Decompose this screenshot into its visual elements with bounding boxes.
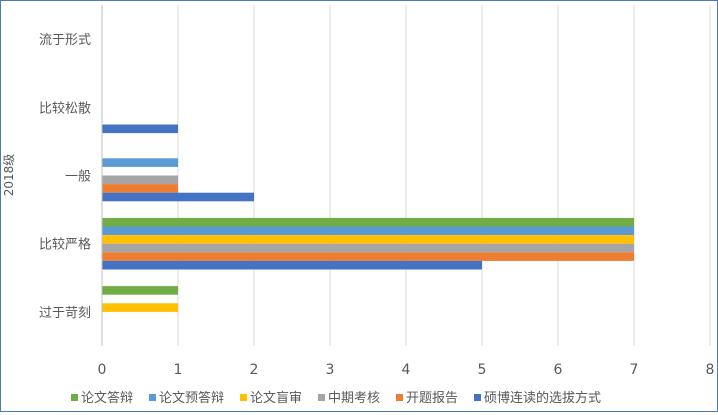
legend-swatch <box>149 394 156 401</box>
category-label: 流于形式 <box>39 33 91 48</box>
legend-swatch <box>474 394 481 401</box>
legend-swatch <box>240 394 247 401</box>
bar <box>102 184 178 193</box>
x-tick-label: 1 <box>174 362 183 378</box>
bar <box>102 286 178 295</box>
category-label: 过于苛刻 <box>39 306 91 321</box>
bar <box>102 243 634 253</box>
category-label: 比较松散 <box>39 101 91 116</box>
bar <box>102 226 634 236</box>
bar <box>102 124 178 134</box>
bar <box>102 303 178 312</box>
x-tick-label: 5 <box>478 362 487 378</box>
legend-label: 中期考核 <box>328 391 380 406</box>
legend-label: 硕博连读的选拔方式 <box>484 390 601 406</box>
gridlines <box>177 5 711 346</box>
bar <box>102 252 634 261</box>
bar <box>102 158 178 167</box>
legend-swatch <box>71 394 78 401</box>
x-tick-label: 4 <box>402 362 411 378</box>
bar <box>102 235 634 244</box>
x-tick-label: 0 <box>98 362 107 378</box>
group-label: 2018级 <box>2 154 16 197</box>
legend: 论文答辩 论文预答辩 论文盲审 中期考核 开题报告 硕博连读的选拔方式 <box>71 390 601 406</box>
x-tick-label: 7 <box>630 362 639 378</box>
category-label: 比较严格 <box>39 237 91 253</box>
x-tick-label: 3 <box>326 362 335 378</box>
x-tick-label: 8 <box>706 362 715 378</box>
legend-label: 论文盲审 <box>250 390 302 406</box>
legend-swatch <box>318 394 325 401</box>
legend-label: 论文预答辩 <box>159 390 224 406</box>
bar <box>102 192 254 202</box>
x-tick-label: 2 <box>250 362 259 378</box>
legend-swatch <box>396 394 403 401</box>
x-tick-label: 6 <box>554 362 563 378</box>
category-label: 一般 <box>65 169 91 185</box>
legend-label: 开题报告 <box>406 391 458 406</box>
bar <box>102 175 178 185</box>
bar <box>102 260 482 270</box>
bars <box>102 124 634 312</box>
x-tick-labels: 0 1 2 3 4 5 6 7 8 <box>98 362 715 378</box>
bar <box>102 217 634 227</box>
legend-label: 论文答辩 <box>81 390 133 406</box>
